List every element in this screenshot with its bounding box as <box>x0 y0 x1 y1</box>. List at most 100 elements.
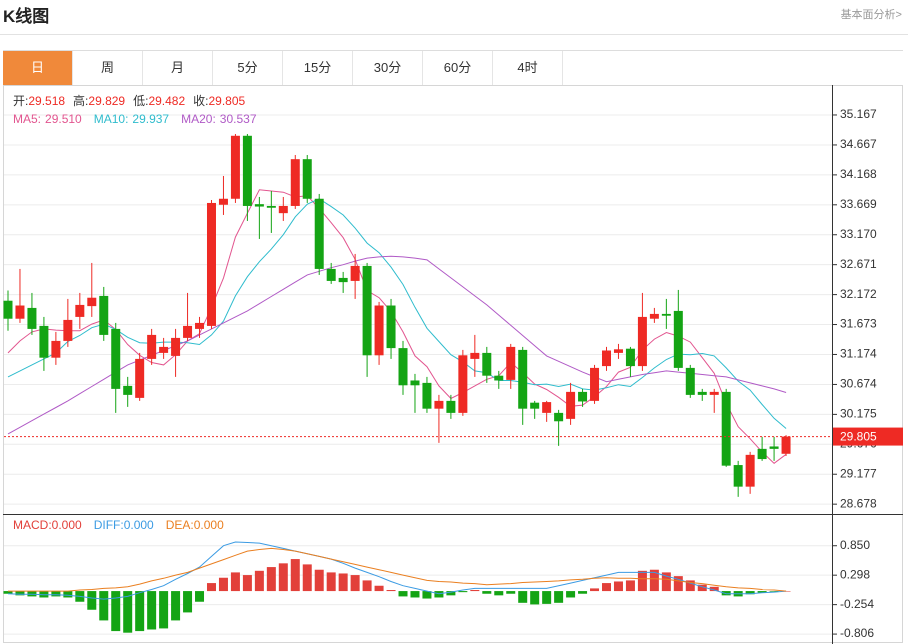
candle-body <box>602 350 611 367</box>
candle-body <box>99 295 109 335</box>
analysis-link[interactable]: 基本面分析> <box>840 9 902 21</box>
period-tab[interactable]: 60分 <box>423 51 493 85</box>
ohlc-value: 29.482 <box>148 94 185 108</box>
macd-bar <box>290 559 300 592</box>
macd-bar <box>15 591 25 596</box>
macd-bar <box>625 580 635 592</box>
ma-line <box>7 255 787 435</box>
macd-bar <box>171 591 181 621</box>
legend-name: MA10: <box>94 112 129 126</box>
candle-body <box>183 325 193 338</box>
macd-legend: MACD:0.000 DIFF:0.000 DEA:0.000 <box>13 518 224 532</box>
last-price-label: 29.805 <box>840 430 877 444</box>
ma-legend: MA5: 29.510 MA10: 29.937 MA20: 30.537 <box>13 112 257 126</box>
legend-value: 29.510 <box>45 112 82 126</box>
candle-body <box>470 352 480 359</box>
macd-bar <box>470 590 480 592</box>
candle-body <box>63 319 73 341</box>
macd-bar <box>458 591 468 593</box>
legend-value: 0.000 <box>194 518 224 532</box>
candle-body <box>518 349 528 409</box>
macd-bar <box>518 591 528 603</box>
legend-value: 0.000 <box>52 518 82 532</box>
macd-bar <box>697 584 707 592</box>
macd-bar <box>374 585 384 592</box>
y-tick-label: 32.671 <box>840 257 877 271</box>
candle-body <box>661 313 671 316</box>
macd-bar <box>566 591 576 598</box>
header-divider <box>0 34 908 35</box>
macd-bar <box>242 575 252 592</box>
macd-bar <box>123 591 133 633</box>
candle-body <box>3 300 13 319</box>
period-tab[interactable]: 日 <box>3 51 73 85</box>
macd-bar <box>63 591 73 598</box>
candle-body <box>15 305 25 319</box>
macd-line <box>8 547 787 592</box>
ma-line <box>7 189 787 464</box>
candle-body <box>87 297 97 307</box>
period-tab[interactable]: 15分 <box>283 51 353 85</box>
macd-bar <box>183 591 193 613</box>
ma-line <box>7 198 787 429</box>
macd-bar <box>111 591 121 632</box>
macd-bar <box>590 588 600 592</box>
y-tick-label: 31.174 <box>840 347 877 361</box>
macd-bar <box>254 570 264 592</box>
macd-bar <box>602 583 611 592</box>
macd-bar <box>446 591 456 596</box>
legend-value: 0.000 <box>124 518 154 532</box>
page-title: K线图 <box>3 7 50 26</box>
macd-bar <box>314 569 324 592</box>
period-tab[interactable]: 5分 <box>213 51 283 85</box>
macd-bar <box>338 573 348 592</box>
macd-bar <box>99 591 109 621</box>
legend-name: MA20: <box>181 112 216 126</box>
y-tick-label: 32.172 <box>840 287 877 301</box>
macd-bar <box>506 591 516 594</box>
macd-bar <box>159 591 169 629</box>
period-tab[interactable]: 30分 <box>353 51 423 85</box>
y-tick-label: -0.254 <box>840 597 874 611</box>
candle-body <box>254 204 264 207</box>
candle-body <box>195 322 205 329</box>
legend-value: 29.937 <box>132 112 169 126</box>
candle-body <box>159 346 169 353</box>
candle-body <box>350 265 360 281</box>
ohlc-info: 开:29.518 高:29.829 低:29.482 收:29.805 <box>13 93 246 108</box>
candle-body <box>781 436 791 454</box>
macd-bar <box>398 591 408 597</box>
macd-line <box>7 541 787 600</box>
macd-bar <box>554 591 564 603</box>
macd-bar <box>302 564 312 592</box>
candle-body <box>554 412 564 422</box>
candle-body <box>386 305 396 349</box>
candle-body <box>206 202 216 326</box>
candle-body <box>135 358 145 398</box>
period-tab[interactable]: 月 <box>143 51 213 85</box>
y-tick-label: 28.678 <box>840 496 877 510</box>
macd-bar <box>542 591 552 604</box>
candle-body <box>171 337 181 356</box>
candle-body <box>578 391 588 402</box>
ohlc-value: 29.518 <box>28 94 65 108</box>
candle-body <box>230 135 240 199</box>
macd-bar <box>278 563 288 592</box>
candle-body <box>721 391 731 466</box>
period-tab[interactable]: 4时 <box>493 51 563 85</box>
legend-name: DEA: <box>166 518 194 532</box>
macd-bar <box>482 591 492 594</box>
macd-bar <box>230 572 240 592</box>
ohlc-label: 开: <box>13 94 28 108</box>
candle-body <box>326 268 336 281</box>
macd-bar <box>386 590 396 592</box>
macd-bar <box>3 591 13 594</box>
macd-bar <box>530 591 540 605</box>
ohlc-label: 低: <box>133 94 148 108</box>
candle-body <box>218 198 228 205</box>
candle-body <box>542 402 552 413</box>
period-tab[interactable]: 周 <box>73 51 143 85</box>
candle-body <box>51 340 61 358</box>
